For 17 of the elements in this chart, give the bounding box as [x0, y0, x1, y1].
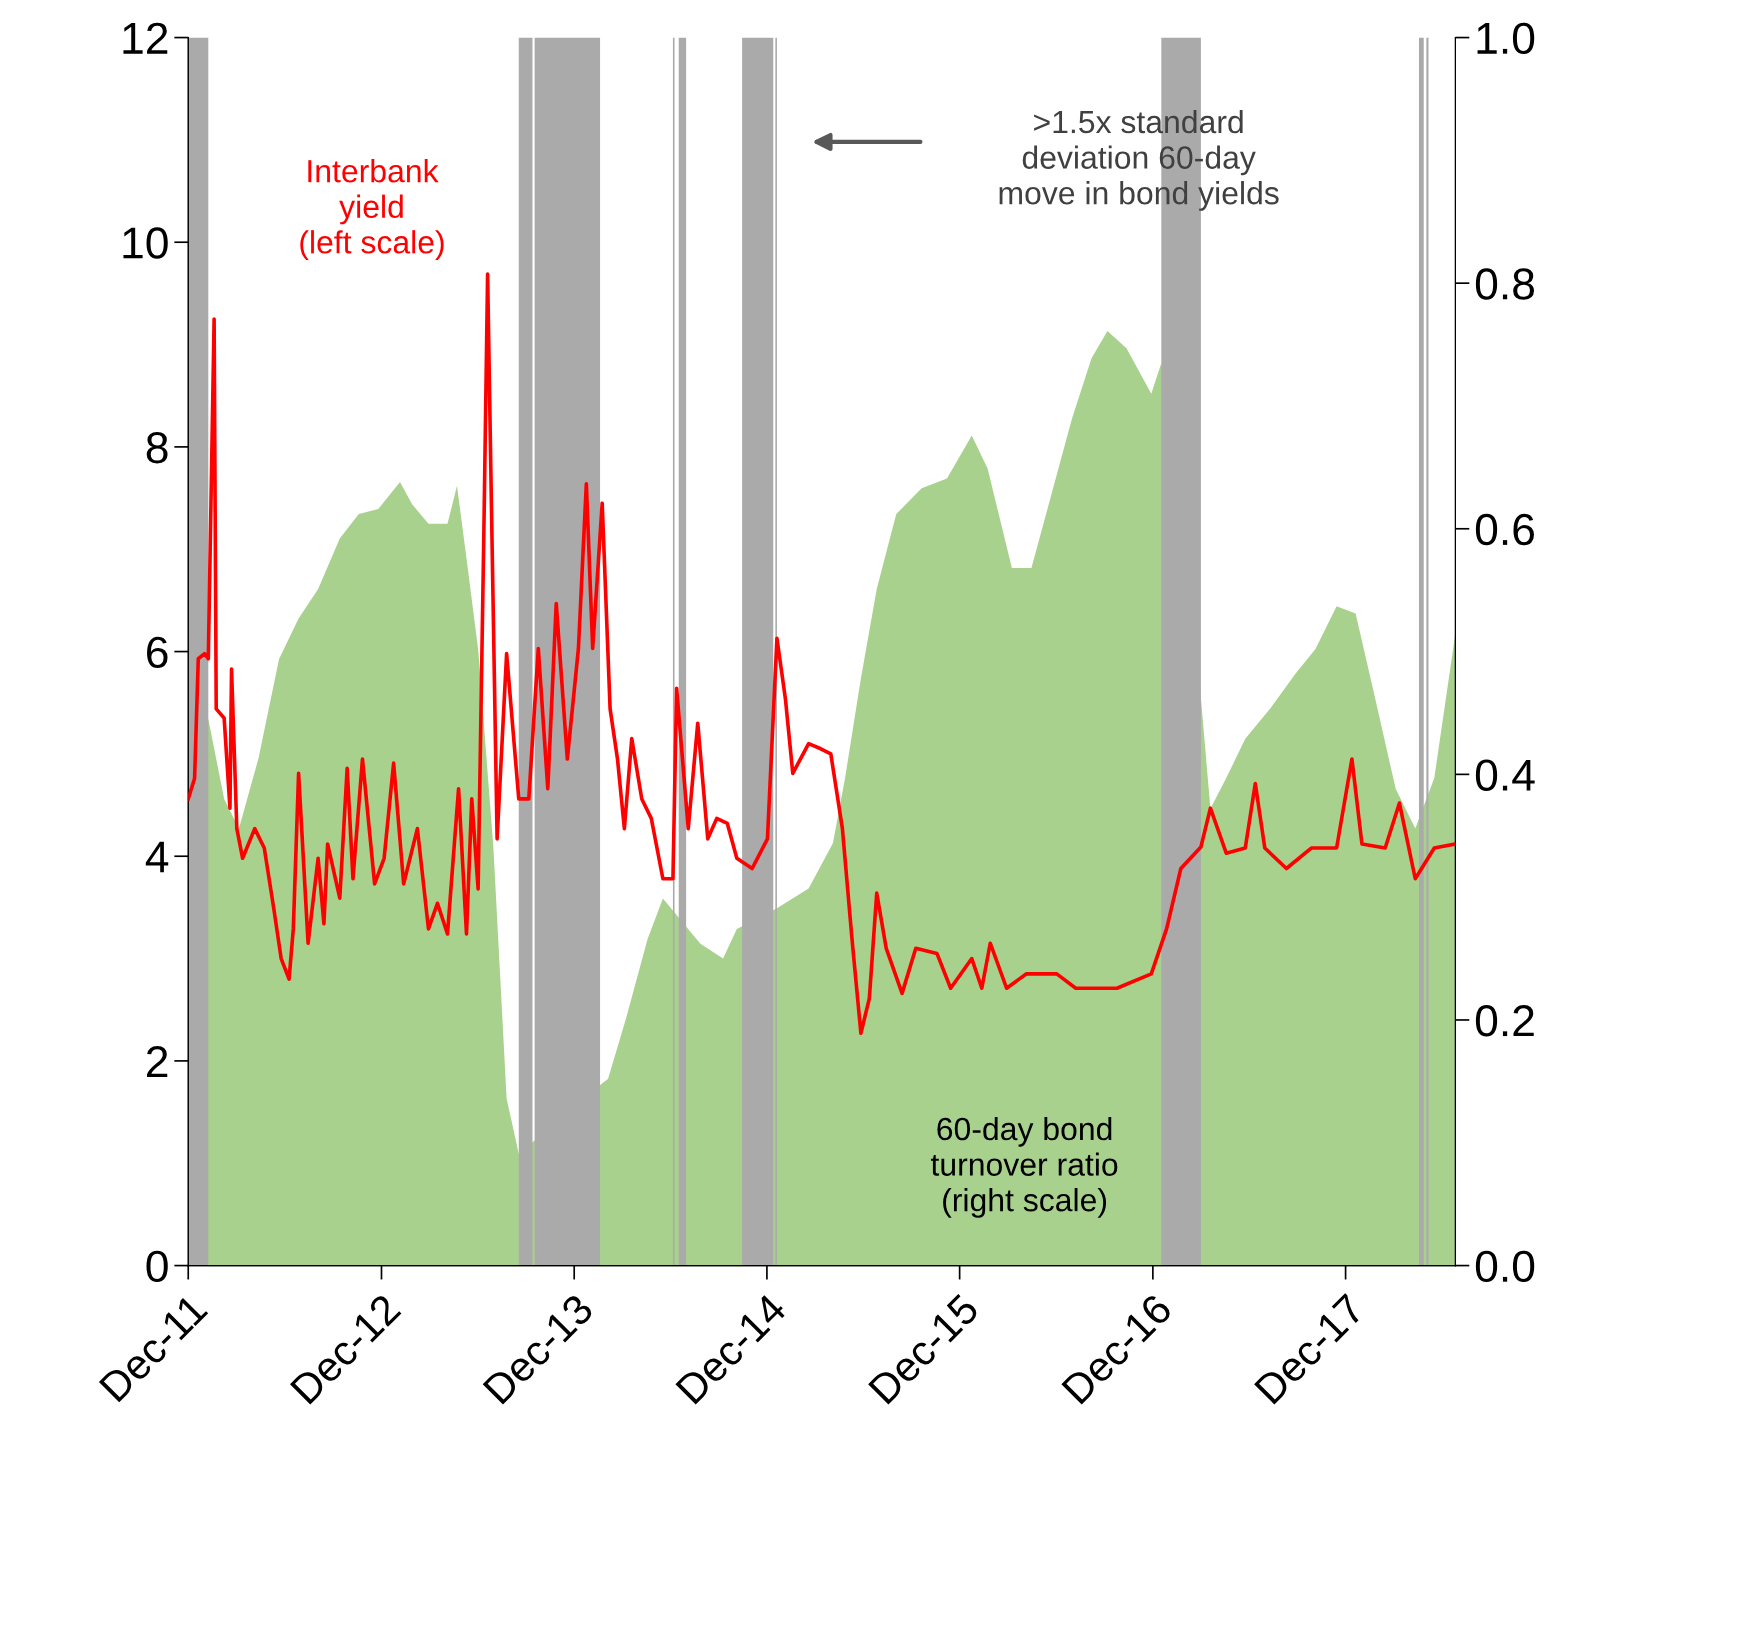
y-tick-label: 12: [123, 22, 168, 54]
y-tick-label: 10: [123, 227, 168, 259]
y2-tick-label: 0.2: [1475, 1005, 1534, 1037]
y2-tick-label: 1.0: [1477, 22, 1535, 55]
y2-tick-label: 0.4: [1475, 759, 1535, 791]
y-tick-label: 6: [147, 636, 168, 669]
y-tick-label: 4: [145, 841, 169, 873]
annotation: >1.5x standard deviation 60-day move in bond yields: [999, 109, 1279, 211]
line-series: [188, 272, 1456, 1036]
y-tick-label: 2: [147, 1045, 168, 1078]
y2-tick-label: 0.8: [1475, 268, 1535, 300]
series-label: 60-day bond turnover ratio (right scale): [930, 1116, 1118, 1218]
y-tick-label: 8: [146, 431, 168, 464]
series-label: Interbank yield (left scale): [300, 159, 444, 260]
y2-tick-label: 0.0: [1475, 1250, 1535, 1283]
y-tick-label: 0: [146, 1250, 168, 1283]
y2-tick-label: 0.6: [1475, 513, 1534, 546]
